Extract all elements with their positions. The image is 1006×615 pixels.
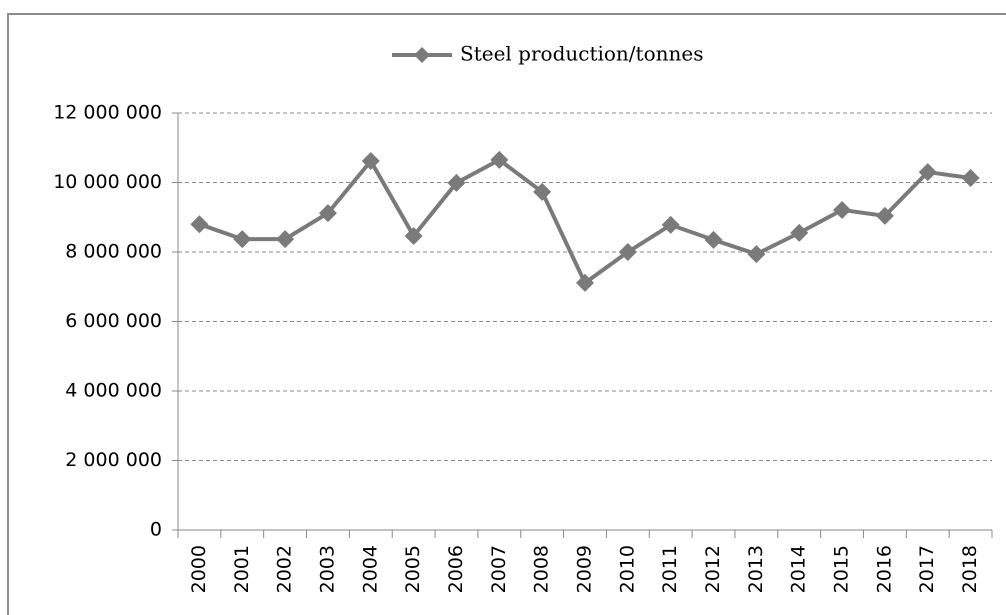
marker [233, 230, 252, 249]
y-tick-label: 0 [150, 519, 162, 541]
marker [918, 163, 937, 182]
legend-text: Steel production/tonnes [460, 42, 704, 66]
x-tick-label: 2014 [788, 545, 810, 593]
marker [661, 215, 680, 234]
marker [790, 223, 809, 242]
marker [833, 200, 852, 219]
marker [490, 150, 509, 169]
y-tick-label: 2 000 000 [65, 449, 162, 471]
x-tick-label: 2012 [702, 545, 724, 593]
x-tick-label: 2003 [316, 545, 338, 593]
marker [276, 230, 295, 249]
x-tick-label: 2008 [531, 545, 553, 593]
y-tick-label: 10 000 000 [53, 171, 162, 193]
x-tick-label: 2004 [359, 545, 381, 593]
marker [533, 182, 552, 201]
x-tick-label: 2011 [659, 545, 681, 593]
x-tick-label: 2001 [231, 545, 253, 593]
x-tick-label: 2018 [959, 545, 981, 593]
legend-marker [414, 47, 430, 63]
x-tick-label: 2015 [831, 545, 853, 593]
x-tick-label: 2013 [745, 545, 767, 593]
x-tick-label: 2002 [274, 545, 296, 593]
x-tick-label: 2009 [574, 545, 596, 593]
x-tick-label: 2016 [873, 545, 895, 593]
marker [190, 215, 209, 234]
y-tick-label: 6 000 000 [65, 310, 162, 332]
y-tick-label: 8 000 000 [65, 241, 162, 263]
x-tick-label: 2007 [488, 545, 510, 593]
chart-border [7, 13, 1006, 615]
marker [404, 227, 423, 246]
marker [361, 151, 380, 170]
y-tick-label: 4 000 000 [65, 380, 162, 402]
marker [618, 243, 637, 261]
x-tick-label: 2005 [402, 545, 424, 593]
x-tick-label: 2006 [445, 545, 467, 593]
y-tick-label: 12 000 000 [53, 102, 162, 124]
marker [704, 230, 723, 249]
marker [961, 168, 980, 187]
x-tick-label: 2010 [616, 545, 638, 593]
x-tick-label: 2000 [188, 545, 210, 593]
x-tick-label: 2017 [916, 545, 938, 593]
marker [747, 245, 766, 264]
marker [875, 206, 894, 225]
marker [318, 204, 337, 223]
marker [576, 273, 594, 292]
marker [447, 173, 466, 192]
